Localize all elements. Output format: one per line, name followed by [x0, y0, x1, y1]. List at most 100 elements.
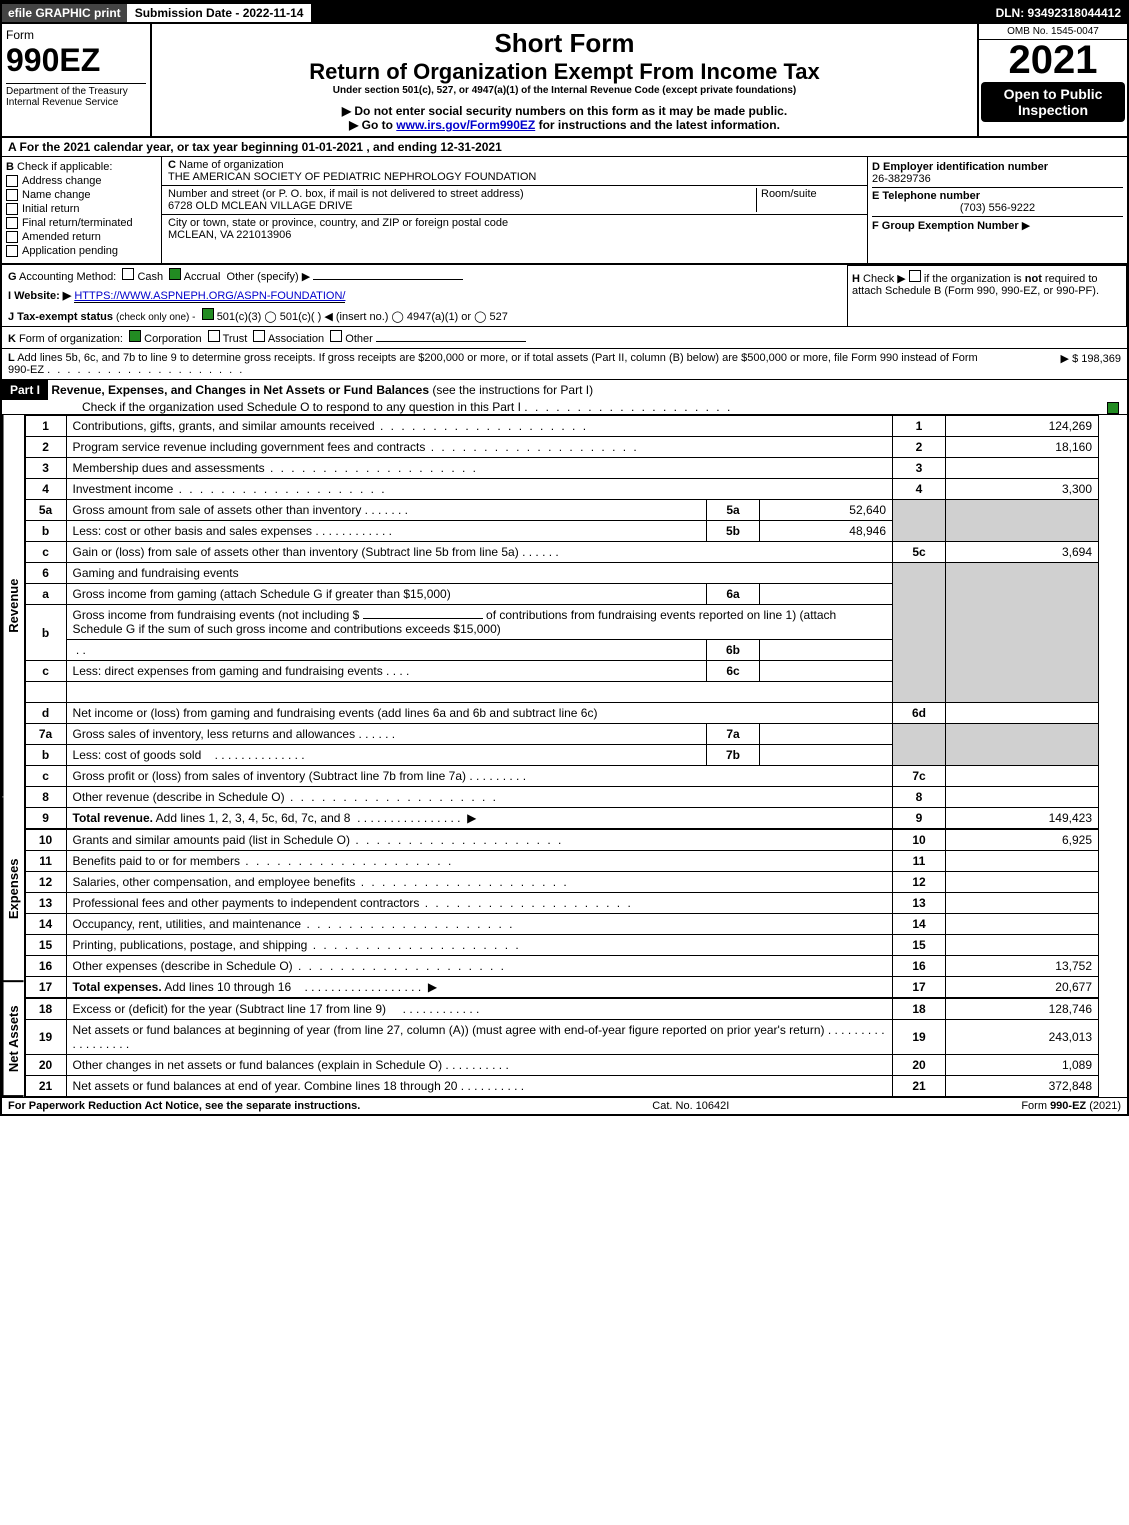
- chk-accrual[interactable]: [169, 268, 181, 280]
- page-footer: For Paperwork Reduction Act Notice, see …: [2, 1097, 1127, 1114]
- addr-label: Number and street (or P. O. box, if mail…: [168, 188, 524, 200]
- shade-7v: [946, 724, 1099, 766]
- line-6d: dNet income or (loss) from gaming and fu…: [26, 703, 1099, 724]
- shade-7: [893, 724, 946, 766]
- chk-application-pending[interactable]: Application pending: [6, 245, 157, 257]
- open-to-public: Open to Public Inspection: [981, 82, 1125, 122]
- h-label: H: [852, 273, 860, 285]
- k-other-input[interactable]: [376, 341, 526, 342]
- footer-right: Form 990-EZ (2021): [1021, 1100, 1121, 1112]
- part1-check-dots: [524, 400, 732, 414]
- form-label: Form: [6, 28, 146, 42]
- note-goto: ▶ Go to www.irs.gov/Form990EZ for instru…: [156, 118, 973, 132]
- line-16: 16Other expenses (describe in Schedule O…: [26, 956, 1099, 977]
- chk-h-not-required[interactable]: [909, 270, 921, 282]
- k-form-org: K Form of organization: Corporation Trus…: [2, 327, 1127, 349]
- city-row: City or town, state or province, country…: [162, 215, 867, 243]
- l-gross-receipts: L Add lines 5b, 6c, and 7b to line 9 to …: [2, 349, 1127, 380]
- goto-prefix: ▶ Go to: [349, 118, 396, 132]
- footer-left: For Paperwork Reduction Act Notice, see …: [8, 1100, 360, 1112]
- website-link[interactable]: HTTPS://WWW.ASPNEPH.ORG/ASPN-FOUNDATION/: [74, 290, 345, 303]
- chk-trust[interactable]: [208, 330, 220, 342]
- line-6: 6Gaming and fundraising events: [26, 563, 1099, 584]
- header-center: Short Form Return of Organization Exempt…: [152, 24, 977, 136]
- g-other-input[interactable]: [313, 279, 463, 280]
- org-name: THE AMERICAN SOCIETY OF PEDIATRIC NEPHRO…: [168, 171, 536, 183]
- 6b-amount-input[interactable]: [363, 618, 483, 619]
- chk-initial-return[interactable]: Initial return: [6, 203, 157, 215]
- chk-name-change[interactable]: Name change: [6, 189, 157, 201]
- shade-5v: [946, 500, 1099, 542]
- irs-gov-link[interactable]: www.irs.gov/Form990EZ: [396, 118, 535, 132]
- revenue-label: Revenue: [2, 415, 24, 797]
- chk-corporation[interactable]: [129, 330, 141, 342]
- line-14: 14Occupancy, rent, utilities, and mainte…: [26, 914, 1099, 935]
- k-text: Form of organization:: [19, 333, 123, 345]
- j-note: (check only one) -: [116, 312, 195, 323]
- side-labels: Revenue Expenses Net Assets: [2, 415, 26, 1097]
- section-a: A For the 2021 calendar year, or tax yea…: [2, 138, 1127, 157]
- part1-header-row: Part I Revenue, Expenses, and Changes in…: [2, 380, 1127, 415]
- e-phone-label: E Telephone number: [872, 190, 980, 202]
- l-dots: [47, 364, 244, 376]
- chk-schedule-o[interactable]: [1107, 402, 1119, 414]
- g-label: G: [8, 271, 17, 283]
- g-accounting: G Accounting Method: Cash Accrual Other …: [2, 265, 847, 286]
- h-check-box: H Check ▶ if the organization is not req…: [847, 265, 1127, 327]
- org-address: 6728 OLD MCLEAN VILLAGE DRIVE: [168, 200, 353, 212]
- org-city: MCLEAN, VA 221013906: [168, 229, 291, 241]
- addr-row: Number and street (or P. O. box, if mail…: [162, 186, 867, 215]
- line-1: 1Contributions, gifts, grants, and simil…: [26, 416, 1099, 437]
- line-10: 10Grants and similar amounts paid (list …: [26, 829, 1099, 851]
- efile-print-label[interactable]: efile GRAPHIC print: [2, 4, 129, 22]
- line-7c: cGross profit or (loss) from sales of in…: [26, 766, 1099, 787]
- room-suite: Room/suite: [757, 188, 861, 212]
- chk-association[interactable]: [253, 330, 265, 342]
- goto-suffix: for instructions and the latest informat…: [539, 118, 780, 132]
- part1-label: Part I: [2, 380, 48, 400]
- netassets-label: Net Assets: [2, 982, 24, 1097]
- phone-value: (703) 556-9222: [872, 202, 1123, 214]
- line-11: 11Benefits paid to or for members11: [26, 851, 1099, 872]
- g-other: Other (specify) ▶: [227, 271, 311, 283]
- form-990ez: efile GRAPHIC print Submission Date - 20…: [0, 0, 1129, 1116]
- part1-check-note: Check if the organization used Schedule …: [2, 400, 521, 414]
- line-5a: 5aGross amount from sale of assets other…: [26, 500, 1099, 521]
- line-3: 3Membership dues and assessments3: [26, 458, 1099, 479]
- line-5c: cGain or (loss) from sale of assets othe…: [26, 542, 1099, 563]
- chk-501c3[interactable]: [202, 308, 214, 320]
- chk-cash[interactable]: [122, 268, 134, 280]
- irs-label: Internal Revenue Service: [6, 97, 146, 108]
- city-label: City or town, state or province, country…: [168, 217, 508, 229]
- f-arrow: ▶: [1022, 220, 1030, 232]
- org-name-row: C Name of organization THE AMERICAN SOCI…: [162, 157, 867, 186]
- chk-other-org[interactable]: [330, 330, 342, 342]
- b-check-if: Check if applicable:: [17, 161, 112, 173]
- line-17: 17Total expenses. Add lines 10 through 1…: [26, 977, 1099, 999]
- i-website: I Website: ▶ HTTPS://WWW.ASPNEPH.ORG/ASP…: [2, 286, 847, 305]
- line-21: 21Net assets or fund balances at end of …: [26, 1076, 1099, 1097]
- tax-year: 2021: [979, 40, 1127, 80]
- footer-center: Cat. No. 10642I: [652, 1100, 729, 1112]
- line-12: 12Salaries, other compensation, and empl…: [26, 872, 1099, 893]
- submission-date: Submission Date - 2022-11-14: [129, 4, 312, 22]
- f-group-label: F Group Exemption Number: [872, 220, 1019, 232]
- shade-6v: [946, 563, 1099, 703]
- short-form-title: Short Form: [156, 28, 973, 59]
- g-text: Accounting Method:: [19, 271, 116, 283]
- g-i-j-side: G Accounting Method: Cash Accrual Other …: [2, 265, 847, 327]
- h-not: not: [1025, 273, 1042, 285]
- b-label: B: [6, 161, 14, 173]
- line-4: 4Investment income43,300: [26, 479, 1099, 500]
- line-13: 13Professional fees and other payments t…: [26, 893, 1099, 914]
- dept-treasury: Department of the Treasury: [6, 83, 146, 97]
- chk-amended-return[interactable]: Amended return: [6, 231, 157, 243]
- section-c: C Name of organization THE AMERICAN SOCI…: [162, 157, 867, 263]
- line-20: 20Other changes in net assets or fund ba…: [26, 1055, 1099, 1076]
- form-code: 990EZ: [6, 42, 146, 79]
- chk-address-change[interactable]: Address change: [6, 175, 157, 187]
- line-15: 15Printing, publications, postage, and s…: [26, 935, 1099, 956]
- header-left: Form 990EZ Department of the Treasury In…: [2, 24, 152, 136]
- chk-final-return[interactable]: Final return/terminated: [6, 217, 157, 229]
- form-header: Form 990EZ Department of the Treasury In…: [2, 24, 1127, 138]
